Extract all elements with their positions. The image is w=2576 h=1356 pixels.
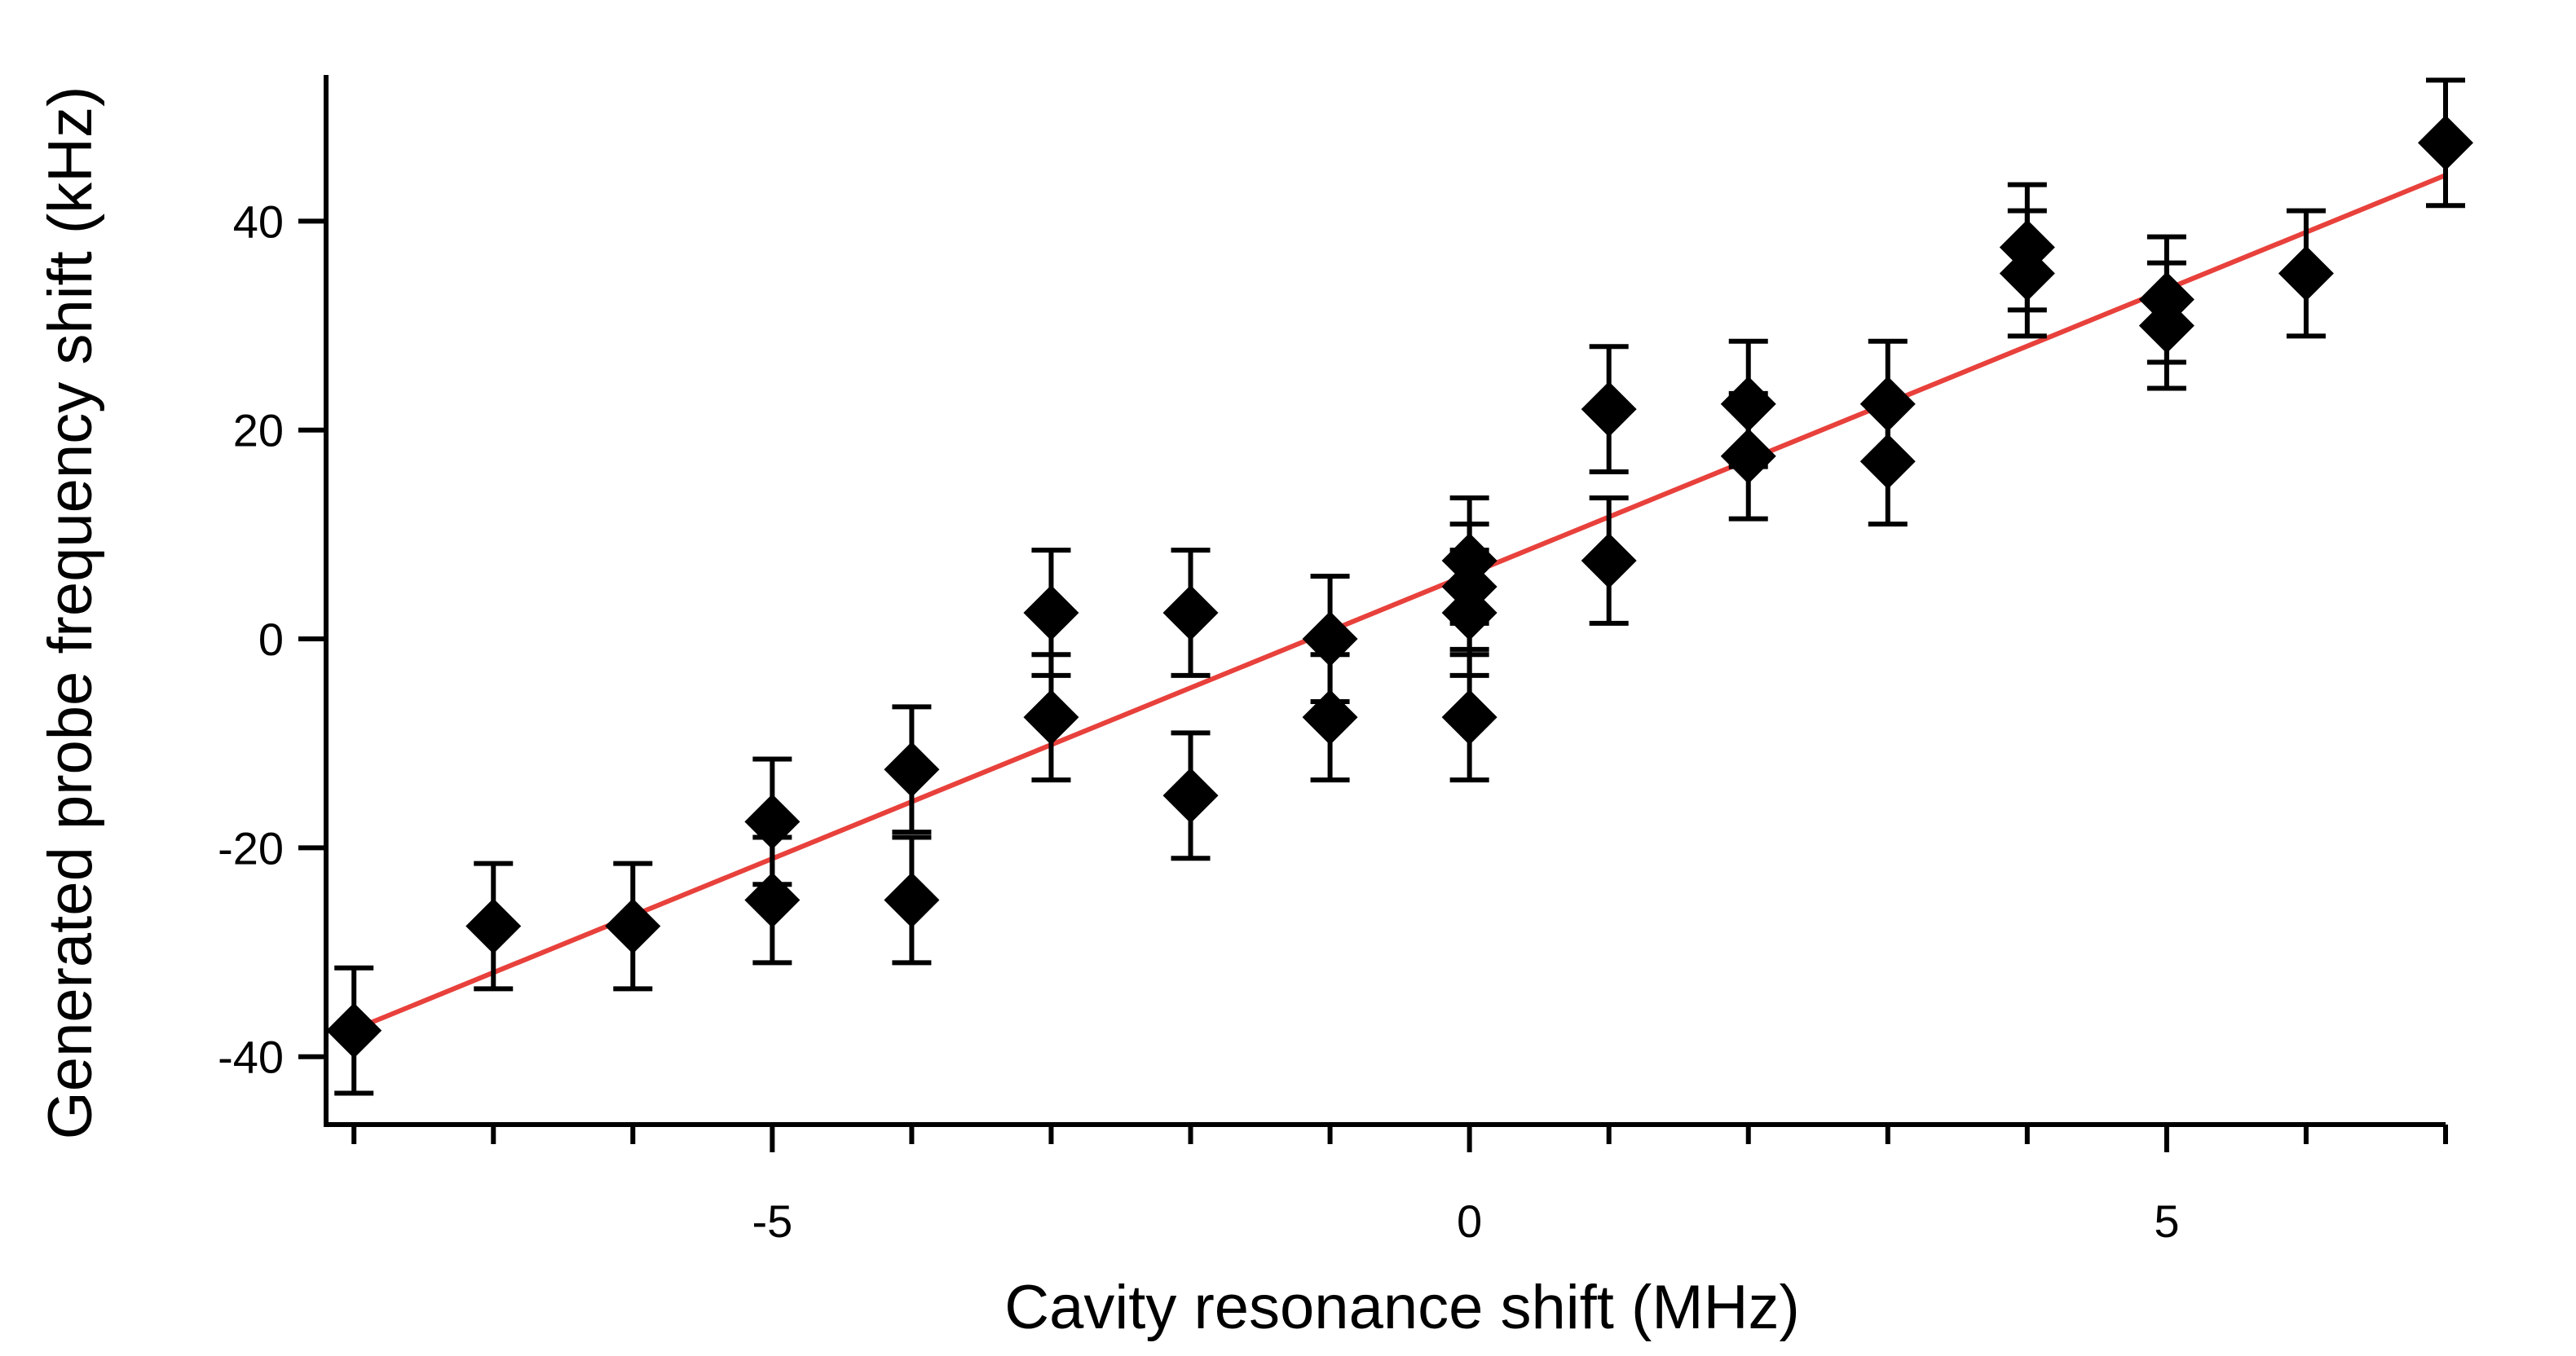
data-point <box>1023 652 1079 783</box>
fit-line <box>351 173 2448 1032</box>
diamond-marker <box>1162 768 1219 824</box>
diamond-marker <box>1859 434 1916 490</box>
diamond-marker <box>744 872 801 928</box>
x-tick-label: 5 <box>2154 1195 2179 1247</box>
diamond-marker <box>605 898 661 954</box>
fit-layer <box>351 173 2448 1032</box>
diamond-marker <box>1162 585 1219 641</box>
data-point <box>1581 495 1637 626</box>
data-point <box>2138 260 2194 391</box>
data-point <box>1162 548 1219 678</box>
tick-layer: -40 -20 0 20 40 -5 0 5 <box>218 196 2448 1247</box>
data-layer <box>326 77 2473 1096</box>
diamond-marker <box>1302 689 1358 746</box>
data-point <box>1302 652 1358 783</box>
y-tick-label: 0 <box>258 614 284 665</box>
x-axis-title: Cavity resonance shift (MHz) <box>1004 1273 1800 1342</box>
diamond-marker <box>2418 115 2473 171</box>
data-point <box>326 965 382 1096</box>
x-tick-label: -5 <box>752 1195 792 1247</box>
data-point <box>1859 396 1916 527</box>
axes <box>324 75 2446 1127</box>
x-tick-label: 0 <box>1457 1195 1482 1247</box>
data-point <box>2418 77 2473 209</box>
diamond-marker <box>2278 245 2334 302</box>
data-point <box>884 834 940 966</box>
diamond-marker <box>1999 245 2055 302</box>
data-point <box>1441 652 1498 783</box>
data-point <box>1162 730 1219 861</box>
diamond-marker <box>1720 428 1776 484</box>
diamond-marker <box>1581 532 1637 588</box>
y-tick-label: 20 <box>233 405 284 456</box>
y-tick-label: 40 <box>233 196 284 247</box>
y-axis-title: Generated probe frequency shift (kHz) <box>36 86 105 1140</box>
diamond-marker <box>1581 381 1637 438</box>
data-point <box>605 861 661 992</box>
data-point <box>744 834 801 966</box>
data-point <box>1581 344 1637 475</box>
diamond-marker <box>2138 297 2194 354</box>
diamond-marker <box>1441 585 1498 641</box>
diamond-marker <box>884 742 940 798</box>
y-tick-label: -40 <box>218 1032 284 1083</box>
data-point <box>1720 390 1776 522</box>
data-point <box>1999 208 2055 339</box>
diamond-marker <box>1441 689 1498 746</box>
data-point <box>465 861 522 992</box>
data-point <box>2278 208 2334 339</box>
y-tick-label: -20 <box>218 822 284 874</box>
diamond-marker <box>884 872 940 928</box>
data-point <box>884 704 940 835</box>
diamond-marker <box>1023 585 1079 641</box>
diamond-marker <box>1023 689 1079 746</box>
diamond-marker <box>326 1002 382 1059</box>
diamond-marker <box>465 898 522 954</box>
